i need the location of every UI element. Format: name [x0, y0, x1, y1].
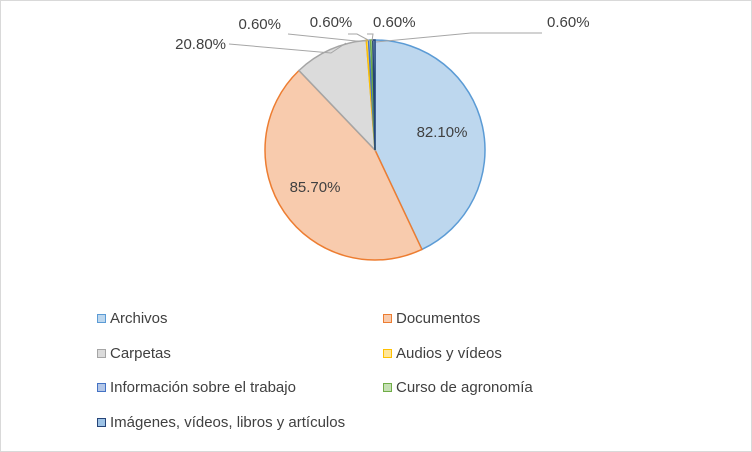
legend-label-1: Documentos [396, 310, 481, 327]
legend-label-5: Curso de agronomía [396, 379, 533, 396]
data-label-6: 0.60% [547, 14, 590, 31]
legend-swatch-1 [383, 314, 392, 323]
legend-label-4: Información sobre el trabajo [110, 379, 296, 396]
data-label-1: 85.70% [290, 179, 341, 196]
pie-slice-0 [374, 39, 486, 251]
legend-item-6: Imágenes, vídeos, libros y artículos [97, 414, 345, 431]
legend-swatch-3 [383, 349, 392, 358]
pie-slice-6 [372, 39, 376, 151]
legend-label-3: Audios y vídeos [396, 345, 502, 362]
data-label-2: 20.80% [175, 36, 226, 53]
legend-item-2: Carpetas [97, 345, 171, 362]
legend-item-1: Documentos [383, 310, 480, 327]
legend-swatch-2 [97, 349, 106, 358]
legend-swatch-5 [383, 383, 392, 392]
leader-line-4 [348, 33, 371, 42]
legend-item-0: Archivos [97, 310, 168, 327]
data-label-0: 82.10% [417, 124, 468, 141]
leader-line-2 [228, 42, 347, 54]
legend-swatch-0 [97, 314, 106, 323]
data-label-3: 0.60% [238, 16, 281, 33]
data-label-4: 0.60% [310, 14, 353, 31]
pie-slice-1 [264, 69, 423, 261]
legend-swatch-4 [97, 383, 106, 392]
data-label-5: 0.60% [373, 14, 416, 31]
legend-label-6: Imágenes, vídeos, libros y artículos [110, 414, 346, 431]
legend-item-4: Información sobre el trabajo [97, 379, 296, 396]
legend-item-3: Audios y vídeos [383, 345, 502, 362]
legend-label-0: Archivos [110, 310, 168, 327]
legend-swatch-6 [97, 418, 106, 427]
legend-item-5: Curso de agronomía [383, 379, 533, 396]
legend-label-2: Carpetas [110, 345, 171, 362]
leader-line-5 [367, 33, 374, 42]
leader-line-3 [287, 33, 367, 42]
leader-line-6 [375, 32, 542, 43]
